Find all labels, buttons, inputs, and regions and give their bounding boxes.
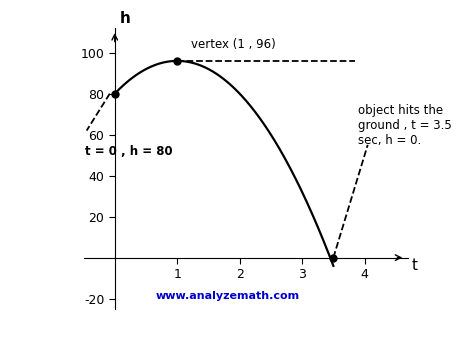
- Text: vertex (1 , 96): vertex (1 , 96): [191, 38, 275, 51]
- Text: object hits the
ground , t = 3.5
sec, h = 0.: object hits the ground , t = 3.5 sec, h …: [357, 104, 451, 147]
- Text: t = 0 , h = 80: t = 0 , h = 80: [85, 145, 172, 158]
- Text: www.analyzemath.com: www.analyzemath.com: [155, 291, 299, 301]
- Text: t: t: [411, 258, 417, 273]
- Text: h: h: [119, 11, 131, 26]
